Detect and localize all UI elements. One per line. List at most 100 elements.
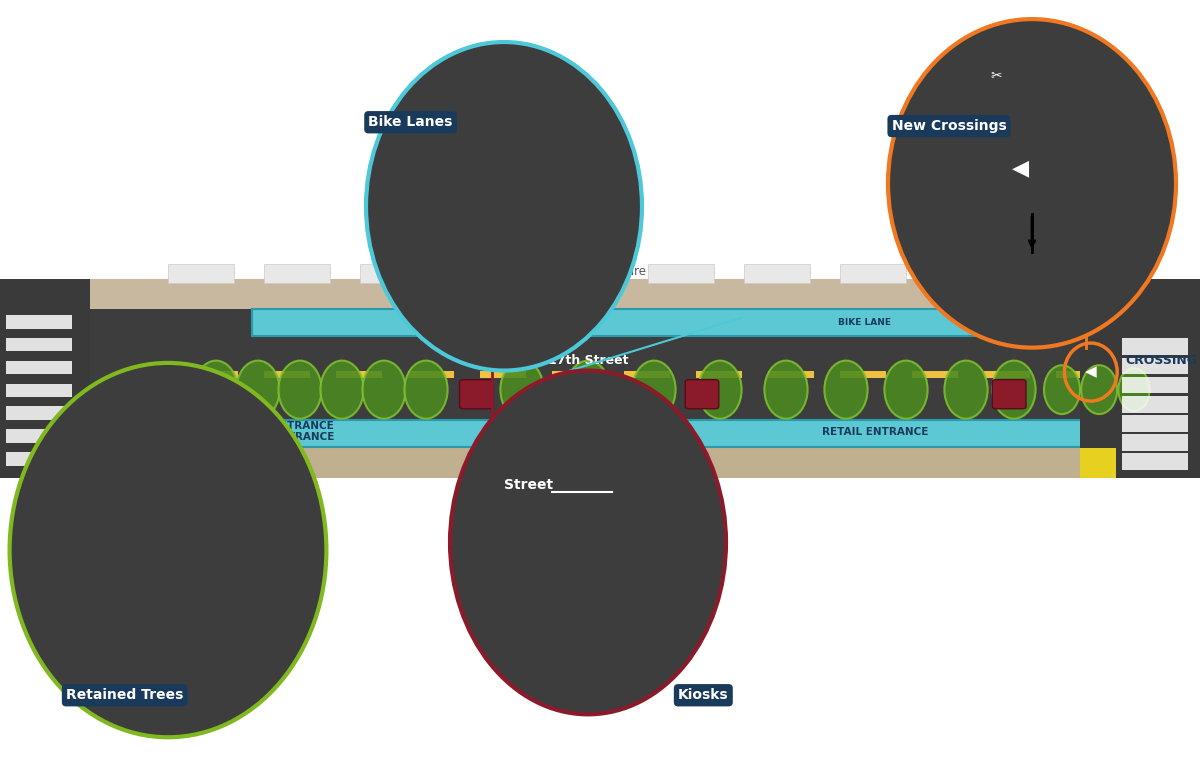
Ellipse shape [298, 544, 364, 617]
Ellipse shape [888, 19, 1176, 348]
Bar [10, 363, 326, 737]
Bar [10, 363, 326, 438]
Bar [568, 478, 601, 485]
Text: BIKE LANE: BIKE LANE [838, 318, 890, 327]
Bar [10, 601, 326, 610]
Bar [6, 406, 72, 420]
Bar [600, 516, 630, 546]
Bar [1061, 170, 1169, 183]
Bar [173, 436, 206, 443]
Bar [173, 490, 206, 497]
Ellipse shape [10, 363, 326, 737]
Text: Street: Street [504, 478, 553, 492]
Bar [192, 371, 238, 378]
Bar [120, 371, 166, 378]
Ellipse shape [1118, 368, 1150, 411]
Ellipse shape [46, 544, 112, 617]
Bar [10, 634, 326, 737]
Bar [450, 637, 726, 714]
Bar [744, 264, 810, 283]
Text: Kiosks: Kiosks [678, 688, 728, 702]
Bar [366, 289, 642, 329]
Bar [378, 108, 412, 115]
Ellipse shape [992, 361, 1036, 419]
Ellipse shape [892, 154, 931, 198]
Bar [6, 452, 72, 466]
Ellipse shape [1044, 365, 1080, 414]
Bar [1061, 145, 1169, 159]
Ellipse shape [278, 361, 322, 419]
Bar [122, 436, 156, 443]
Ellipse shape [146, 544, 212, 617]
Ellipse shape [620, 548, 671, 605]
Bar [450, 371, 726, 439]
Bar [6, 315, 72, 329]
Bar [1061, 219, 1169, 232]
Bar [484, 108, 517, 115]
Ellipse shape [632, 361, 676, 419]
Bar [1061, 194, 1169, 208]
Bar [1061, 121, 1169, 134]
Bar [936, 264, 1002, 283]
Ellipse shape [589, 189, 635, 239]
Ellipse shape [977, 154, 1015, 198]
Bar [456, 264, 522, 283]
Bar [431, 108, 464, 115]
Ellipse shape [510, 548, 560, 605]
FancyBboxPatch shape [460, 380, 493, 409]
Bar [6, 384, 72, 397]
Bar [624, 371, 670, 378]
Bar [78, 309, 1146, 447]
Bar [536, 108, 570, 115]
FancyBboxPatch shape [992, 380, 1026, 409]
Text: SFMTA ENTRANCE
RETAIL ENTRANCE: SFMTA ENTRANCE RETAIL ENTRANCE [228, 421, 335, 442]
Bar [274, 490, 307, 497]
Bar [22, 436, 55, 443]
Ellipse shape [824, 361, 868, 419]
Ellipse shape [481, 189, 527, 239]
Text: ◀: ◀ [1085, 364, 1097, 380]
Ellipse shape [566, 361, 610, 419]
Bar [552, 371, 598, 378]
Bar [264, 264, 330, 283]
Bar [336, 371, 382, 378]
Bar [888, 19, 1176, 348]
Bar [1122, 453, 1188, 470]
Bar [252, 420, 1146, 447]
Bar [696, 371, 742, 378]
Bar [888, 85, 974, 282]
Bar [366, 42, 642, 116]
Ellipse shape [934, 154, 974, 198]
Ellipse shape [96, 544, 161, 617]
Text: CROSSING: CROSSING [1126, 354, 1198, 367]
Bar [1122, 338, 1188, 355]
Bar [1056, 371, 1102, 378]
Ellipse shape [500, 361, 544, 419]
Bar [840, 371, 886, 378]
Ellipse shape [320, 361, 364, 419]
Bar [1080, 279, 1200, 478]
Text: Retained Trees: Retained Trees [66, 688, 184, 702]
Bar [515, 478, 548, 485]
Bar [252, 309, 1146, 336]
Ellipse shape [884, 361, 928, 419]
Bar [589, 108, 623, 115]
Bar [552, 264, 618, 283]
Bar [168, 264, 234, 283]
Bar [840, 264, 906, 283]
Bar [1122, 358, 1188, 374]
Bar [450, 371, 726, 714]
Ellipse shape [535, 189, 581, 239]
Bar [912, 371, 958, 378]
Bar [366, 202, 642, 231]
Bar [223, 436, 257, 443]
Bar [78, 447, 1146, 478]
Text: ◀: ◀ [1012, 158, 1028, 178]
Bar [366, 108, 642, 141]
Bar [1122, 415, 1188, 432]
Ellipse shape [427, 189, 473, 239]
Bar [22, 490, 55, 497]
Bar [122, 490, 156, 497]
Text: ✂: ✂ [990, 70, 1002, 83]
Bar [360, 264, 426, 283]
